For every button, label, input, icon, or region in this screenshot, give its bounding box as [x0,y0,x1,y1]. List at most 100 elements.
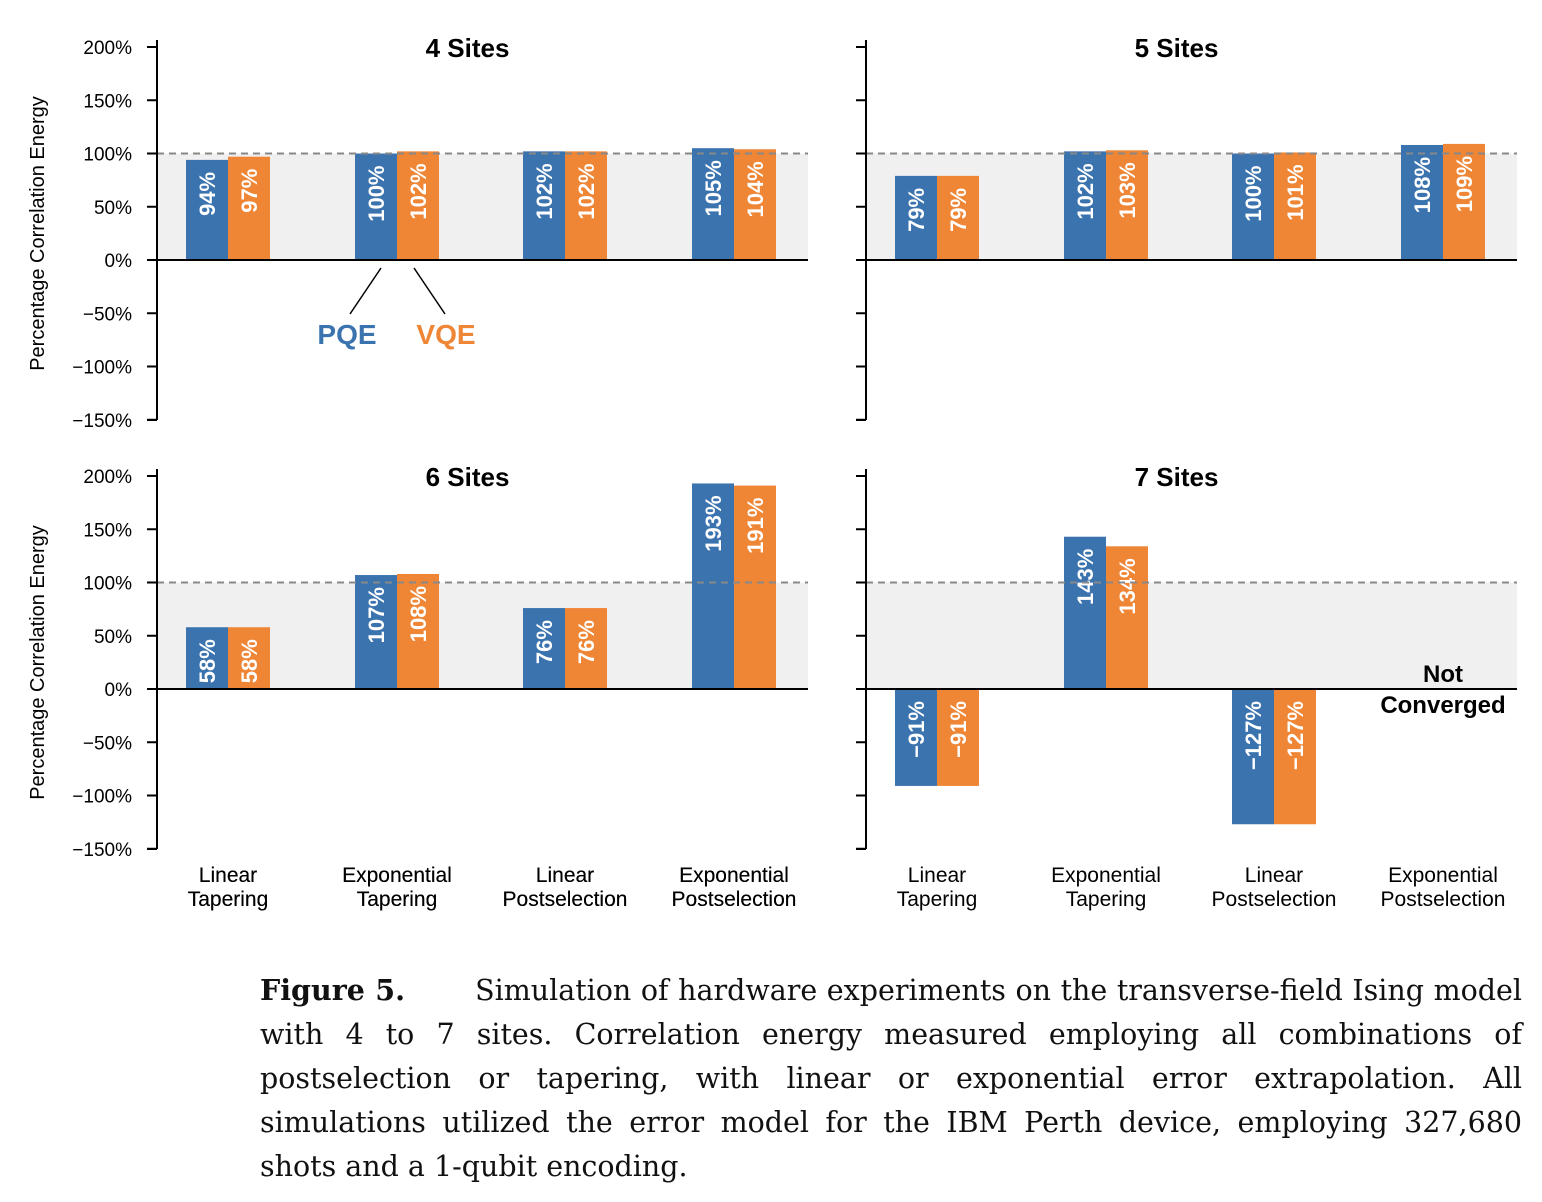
p4-panel-title: 7 Sites [1135,462,1219,492]
p3-category-label-4: Postselection [672,888,797,911]
p3-y-axis-label: Percentage Correlation Energy [27,525,49,800]
p3-y-tick-label: 50% [94,627,132,648]
p1-y-tick-label: −50% [83,304,132,325]
p1-category-label-4: Exponential [679,864,789,887]
p2-bar-label-vqe-4: 109% [1452,156,1477,212]
p2-bar-pqe-4 [1401,144,1443,260]
p1-y-tick-label: 50% [94,198,132,219]
legend-vqe-label: VQE [416,319,475,350]
p3-y-tick-label: −100% [72,787,132,808]
p2-bar-label-vqe-1: 79% [946,188,971,232]
p3-category-label-2: Exponential [342,864,452,887]
p4-bar-vqe-3 [1274,689,1316,825]
p3-y-tick-label: −150% [72,840,132,861]
p1-category-label-2: Tapering [357,888,438,911]
p3-y-tick-label: 0% [105,680,133,701]
p1-bar-pqe-3 [523,151,565,260]
p2-bar-vqe-1 [937,175,979,260]
not-converged-note: Not [1423,661,1463,688]
p2-bar-label-pqe-4: 108% [1410,157,1435,213]
p3-category-label-1: Linear [199,864,257,887]
p4-category-label-1: Linear [908,864,966,887]
p3-bar-label-vqe-1: 58% [237,639,262,683]
p1-bar-pqe-4 [692,148,734,260]
p3-bar-pqe-4 [692,483,734,689]
p1-category-label-1: Linear [199,864,257,887]
p1-bar-label-pqe-2: 100% [364,166,389,222]
p3-bar-label-pqe-3: 76% [532,620,557,664]
p1-bar-label-vqe-3: 102% [574,163,599,219]
p2-bar-vqe-2 [1106,150,1148,260]
p2-bar-pqe-3 [1232,153,1274,260]
p1-bar-label-vqe-1: 97% [237,169,262,213]
p4-bar-label-vqe-1: −91% [946,701,971,758]
p3-bar-label-pqe-2: 107% [364,587,389,643]
p2-bar-label-pqe-1: 79% [904,188,929,232]
figure-charts: 94% 100% 102% 105% 97% 102% 102% 104% 200% 150% 10… [27,33,1517,911]
p2-bar-pqe-1 [895,175,937,260]
p3-y-tick-label: 150% [83,520,132,541]
p1-category-label-1: Tapering [188,888,269,911]
p3-bar-label-vqe-2: 108% [406,586,431,642]
p3-category-label-4: Exponential [679,864,789,887]
p2-bar-label-vqe-2: 103% [1115,162,1140,218]
p4-category-label-3: Postselection [1212,888,1337,911]
p1-bar-label-pqe-4: 105% [701,160,726,216]
p1-category-label-2: Exponential [342,864,452,887]
legend-vqe-pointer [413,267,446,315]
p3-y-tick-label: 200% [83,467,132,488]
p4-category-label-3: Linear [1245,864,1303,887]
p4-category-label-4: Postselection [1381,888,1506,911]
p1-category-label-3: Linear [536,864,594,887]
p1-y-tick-label: 100% [83,145,132,166]
p2-bar-label-pqe-2: 102% [1073,163,1098,219]
p2-panel-title: 5 Sites [1135,33,1219,63]
p3-bar-label-vqe-4: 191% [743,498,768,554]
p4-bar-pqe-2 [1064,536,1106,689]
legend-pqe-pointer [349,267,382,315]
legend-pqe-label: PQE [317,319,376,350]
p4-reference-band [866,582,1517,689]
caption-text: Simulation of hardware experiments on th… [260,974,1522,1183]
p2-bar-label-vqe-3: 101% [1283,164,1308,220]
p3-bar-pqe-2 [355,575,397,689]
p3-y-tick-label: −50% [83,733,132,754]
p3-bar-vqe-1 [228,627,270,689]
p3-bar-vqe-4 [734,485,776,689]
p1-bar-label-vqe-4: 104% [743,161,768,217]
p2-bar-label-pqe-3: 100% [1241,166,1266,222]
p1-category-label-4: Postselection [672,888,797,911]
p1-bar-vqe-4 [734,149,776,260]
p1-panel-title: 4 Sites [426,33,510,63]
p4-category-label-2: Exponential [1051,864,1161,887]
p3-bar-vqe-2 [397,573,439,689]
p3-y-tick-label: 100% [83,574,132,595]
p2-bar-vqe-4 [1443,143,1485,260]
p3-category-label-3: Linear [536,864,594,887]
p4-category-label-2: Tapering [1066,888,1147,911]
p1-y-tick-label: 150% [83,91,132,112]
p3-category-label-2: Tapering [357,888,438,911]
figure-caption: Figure 5. Simulation of hardware experime… [260,968,1522,1189]
p2-bar-vqe-3 [1274,152,1316,260]
p4-bar-pqe-3 [1232,689,1274,825]
p1-bar-label-vqe-2: 102% [406,163,431,219]
p1-bar-label-pqe-1: 94% [195,172,220,216]
p3-panel-title: 6 Sites [426,462,510,492]
p1-y-tick-label: 200% [83,38,132,59]
p1-y-tick-label: −150% [72,411,132,432]
p4-category-label-4: Exponential [1388,864,1498,887]
p4-bar-vqe-1 [937,689,979,786]
p1-bar-pqe-1 [186,159,228,260]
p4-bar-label-pqe-3: −127% [1241,701,1266,770]
p1-bar-vqe-1 [228,156,270,260]
p3-bar-label-pqe-1: 58% [195,639,220,683]
p1-bar-label-pqe-3: 102% [532,163,557,219]
p3-bar-label-vqe-3: 76% [574,620,599,664]
p3-category-label-3: Postselection [503,888,628,911]
p4-bar-pqe-1 [895,689,937,786]
p3-bar-label-pqe-4: 193% [701,495,726,551]
p4-bar-vqe-2 [1106,546,1148,689]
p1-category-label-3: Postselection [503,888,628,911]
p3-bar-pqe-1 [186,627,228,689]
